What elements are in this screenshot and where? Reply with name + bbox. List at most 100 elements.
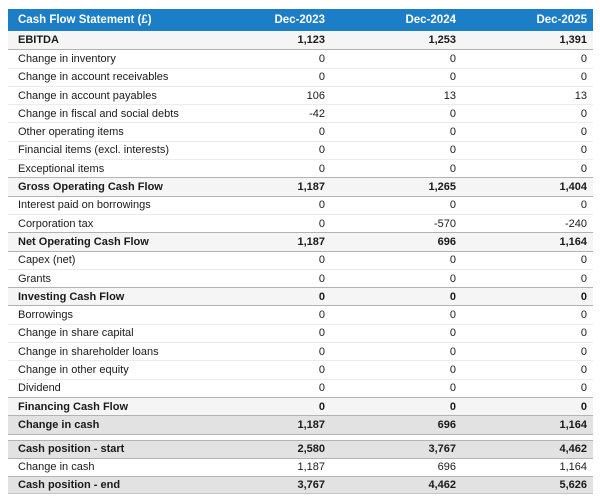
table-row: Cash position - end 3,767 4,462 5,626: [8, 476, 593, 495]
row-value: 2,580: [297, 443, 325, 456]
row-value: 0: [449, 254, 456, 267]
table-row: Change in account receivables 0 0 0: [8, 67, 593, 86]
row-value: 1,187: [297, 181, 325, 194]
row-value: 0: [318, 199, 325, 212]
row-value: 0: [318, 52, 325, 65]
table-row: Change in account payables 106 13 13: [8, 85, 593, 105]
row-value: 0: [449, 52, 456, 65]
row-value: 1,265: [428, 181, 456, 194]
row-value: 0: [580, 272, 587, 285]
row-value: 0: [580, 199, 587, 212]
row-value: 106: [306, 89, 325, 102]
table-row: Change in inventory 0 0 0: [8, 49, 593, 68]
table-row: Change in cash 1,187 696 1,164: [8, 415, 593, 434]
row-value: 0: [580, 327, 587, 340]
table-row: Net Operating Cash Flow 1,187 696 1,164: [8, 232, 593, 251]
row-value: 0: [580, 254, 587, 267]
row-label: Financial items (excl. interests): [18, 144, 169, 157]
row-value: 0: [318, 400, 325, 413]
row-label: Change in account receivables: [18, 71, 169, 84]
row-value: 0: [449, 272, 456, 285]
row-value: 0: [318, 162, 325, 175]
row-value: 1,253: [428, 34, 456, 47]
table-row: Change in share capital 0 0 0: [8, 323, 593, 343]
table-row: Corporation tax 0 -570 -240: [8, 213, 593, 233]
row-value: 0: [318, 290, 325, 303]
row-value: 13: [443, 89, 456, 102]
row-value: 4,462: [428, 479, 456, 492]
table-row: Change in fiscal and social debts -42 0 0: [8, 104, 593, 123]
row-label: Change in cash: [18, 418, 100, 431]
table-row: Borrowings 0 0 0: [8, 305, 593, 324]
row-value: 1,391: [559, 34, 587, 47]
row-value: 0: [580, 144, 587, 157]
row-label: Change in inventory: [18, 52, 116, 65]
row-value: 696: [437, 235, 456, 248]
table-row: Dividend 0 0 0: [8, 378, 593, 397]
row-value: 0: [318, 382, 325, 395]
column-header-dec-2023: Dec-2023: [274, 14, 325, 26]
row-label: Cash position - start: [18, 443, 125, 456]
row-label: Gross Operating Cash Flow: [18, 181, 163, 194]
table-body: EBITDA 1,123 1,253 1,391 Change in inventory…: [8, 31, 593, 495]
row-label: Exceptional items: [18, 162, 105, 175]
row-label: Capex (net): [18, 254, 76, 267]
row-value: 0: [449, 162, 456, 175]
row-value: 0: [318, 327, 325, 340]
row-label: Change in cash: [18, 461, 95, 474]
row-label: Corporation tax: [18, 217, 94, 230]
row-value: 4,462: [559, 443, 587, 456]
row-value: 0: [449, 345, 456, 358]
row-value: 0: [580, 290, 587, 303]
row-value: 0: [449, 144, 456, 157]
table-row: Exceptional items 0 0 0: [8, 159, 593, 178]
row-value: 0: [449, 290, 456, 303]
row-value: 1,404: [559, 181, 587, 194]
row-value: 0: [449, 309, 456, 322]
row-value: 0: [318, 144, 325, 157]
row-value: 0: [449, 107, 456, 120]
table-row: Grants 0 0 0: [8, 268, 593, 288]
table-row: Gross Operating Cash Flow 1,187 1,265 1,404: [8, 177, 593, 196]
row-value: -570: [433, 217, 456, 230]
row-label: Financing Cash Flow: [18, 400, 129, 413]
row-value: 0: [318, 363, 325, 376]
row-value: 0: [580, 363, 587, 376]
row-value: 0: [580, 309, 587, 322]
table-row: Change in shareholder loans 0 0 0: [8, 342, 593, 361]
row-value: 696: [437, 418, 456, 431]
row-value: 0: [318, 126, 325, 139]
row-label: Interest paid on borrowings: [18, 199, 151, 212]
row-value: 0: [449, 400, 456, 413]
row-value: 3,767: [428, 443, 456, 456]
row-label: Investing Cash Flow: [18, 290, 125, 303]
row-label: Change in other equity: [18, 363, 129, 376]
row-value: 0: [580, 400, 587, 413]
row-value: 1,164: [559, 461, 587, 474]
row-value: 1,164: [559, 235, 587, 248]
row-label: EBITDA: [18, 34, 59, 47]
table-title: Cash Flow Statement (£): [18, 14, 152, 26]
row-label: Grants: [18, 272, 52, 285]
row-value: 0: [580, 345, 587, 358]
row-value: 13: [574, 89, 587, 102]
table-row: Other operating items 0 0 0: [8, 122, 593, 141]
row-value: 3,767: [297, 479, 325, 492]
row-label: Change in fiscal and social debts: [18, 107, 179, 120]
table-row: Capex (net) 0 0 0: [8, 250, 593, 269]
table-row: EBITDA 1,123 1,253 1,391: [8, 31, 593, 50]
row-value: 0: [318, 272, 325, 285]
table-row: Change in other equity 0 0 0: [8, 360, 593, 379]
row-label: Other operating items: [18, 126, 124, 139]
column-header-dec-2024: Dec-2024: [405, 14, 456, 26]
row-value: 0: [580, 162, 587, 175]
row-value: 0: [318, 71, 325, 84]
row-label: Cash position - end: [18, 479, 121, 492]
row-label: Borrowings: [18, 309, 74, 322]
row-value: -240: [564, 217, 587, 230]
row-value: 1,187: [297, 418, 325, 431]
row-label: Dividend: [18, 382, 61, 395]
row-value: 1,187: [297, 461, 325, 474]
row-value: 0: [449, 327, 456, 340]
section-gap: [8, 433, 593, 440]
